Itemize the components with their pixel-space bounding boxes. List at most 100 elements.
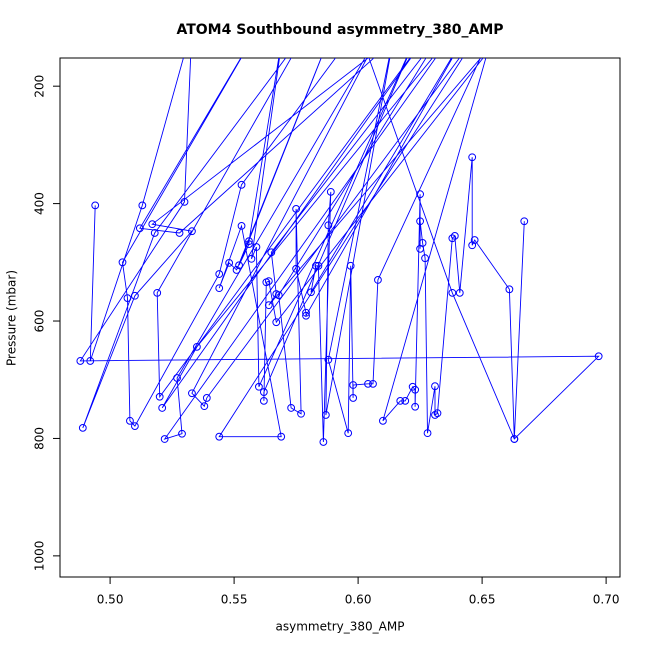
data-point — [252, 243, 261, 251]
data-point — [215, 432, 224, 441]
data-point — [155, 392, 164, 401]
data-point — [374, 276, 382, 284]
x-axis-label: asymmetry_380_AMP — [276, 620, 405, 634]
data-point — [188, 227, 196, 236]
data-point — [267, 248, 276, 257]
data-point — [312, 261, 320, 270]
data-point — [314, 261, 323, 270]
data-point — [150, 229, 159, 237]
data-point — [130, 422, 139, 431]
data-point — [178, 429, 186, 438]
data-point — [302, 308, 310, 317]
data-point — [264, 301, 273, 310]
data-point — [277, 432, 286, 441]
y-tick-label: 1000 — [33, 541, 47, 572]
data-point — [411, 402, 420, 411]
data-point — [423, 429, 432, 438]
x-tick-label: 0.50 — [97, 593, 124, 607]
y-tick-label: 400 — [33, 192, 47, 215]
data-point — [86, 357, 95, 365]
x-tick-label: 0.65 — [469, 593, 496, 607]
y-tick-label: 800 — [33, 427, 47, 450]
data-point — [126, 416, 134, 425]
data-point — [369, 379, 377, 388]
y-axis-label: Pressure (mbar) — [5, 270, 19, 366]
data-point — [349, 394, 358, 402]
data-point — [510, 435, 519, 443]
data-point — [448, 234, 457, 243]
data-point — [324, 221, 333, 230]
data-point — [135, 224, 144, 233]
data-point — [455, 288, 464, 297]
data-point — [148, 220, 157, 229]
data-point — [247, 254, 256, 263]
data-point — [123, 294, 132, 303]
data-point — [292, 264, 301, 273]
data-point — [173, 374, 181, 382]
data-point — [200, 402, 209, 411]
x-tick-label: 0.70 — [593, 593, 620, 607]
data-point — [245, 237, 253, 246]
data-point — [215, 284, 224, 293]
data-point — [326, 187, 335, 196]
data-point — [78, 423, 87, 432]
data-point — [160, 435, 169, 443]
data-point — [307, 288, 315, 297]
data-point — [235, 261, 243, 270]
data-point — [130, 291, 139, 300]
data-point — [594, 352, 603, 361]
data-point — [255, 382, 263, 391]
data-point — [431, 411, 439, 419]
data-point — [202, 394, 211, 402]
data-point — [259, 396, 268, 405]
data-point — [175, 229, 184, 237]
plot-area — [76, 58, 603, 446]
data-point — [245, 240, 253, 249]
data-point — [470, 236, 479, 244]
data-point — [76, 357, 85, 365]
data-point — [448, 288, 457, 297]
plot-box — [59, 57, 621, 578]
data-point — [431, 382, 439, 391]
data-point — [237, 222, 246, 230]
data-point — [450, 231, 459, 240]
data-point — [433, 409, 442, 418]
data-point — [346, 261, 355, 270]
data-point — [411, 385, 420, 394]
series-line — [79, 58, 600, 443]
data-point — [153, 288, 162, 297]
data-point — [321, 411, 330, 419]
data-point — [118, 258, 127, 267]
data-point — [418, 239, 427, 247]
data-point — [287, 404, 296, 412]
data-point — [297, 409, 305, 418]
y-tick-label: 600 — [33, 310, 47, 333]
data-point — [232, 266, 241, 274]
data-point — [468, 153, 477, 162]
data-point — [292, 204, 301, 213]
data-point — [505, 285, 514, 294]
data-point — [91, 201, 100, 210]
data-point — [302, 311, 310, 320]
data-point — [319, 438, 328, 446]
data-point — [188, 389, 196, 398]
data-point — [272, 318, 281, 327]
data-point — [259, 388, 268, 396]
data-point — [416, 190, 425, 199]
data-point — [379, 416, 387, 425]
y-tick-label: 200 — [33, 75, 47, 98]
data-point — [180, 197, 189, 206]
data-point — [324, 355, 333, 364]
data-point — [421, 254, 429, 263]
data-point — [237, 180, 246, 189]
x-tick-label: 0.60 — [345, 593, 372, 607]
data-point — [520, 217, 529, 226]
data-point — [401, 396, 410, 405]
data-point — [264, 277, 273, 285]
chart-title: ATOM4 Southbound asymmetry_380_AMP — [176, 22, 503, 38]
data-point — [192, 342, 201, 351]
data-point — [396, 396, 405, 405]
data-point — [138, 201, 147, 210]
